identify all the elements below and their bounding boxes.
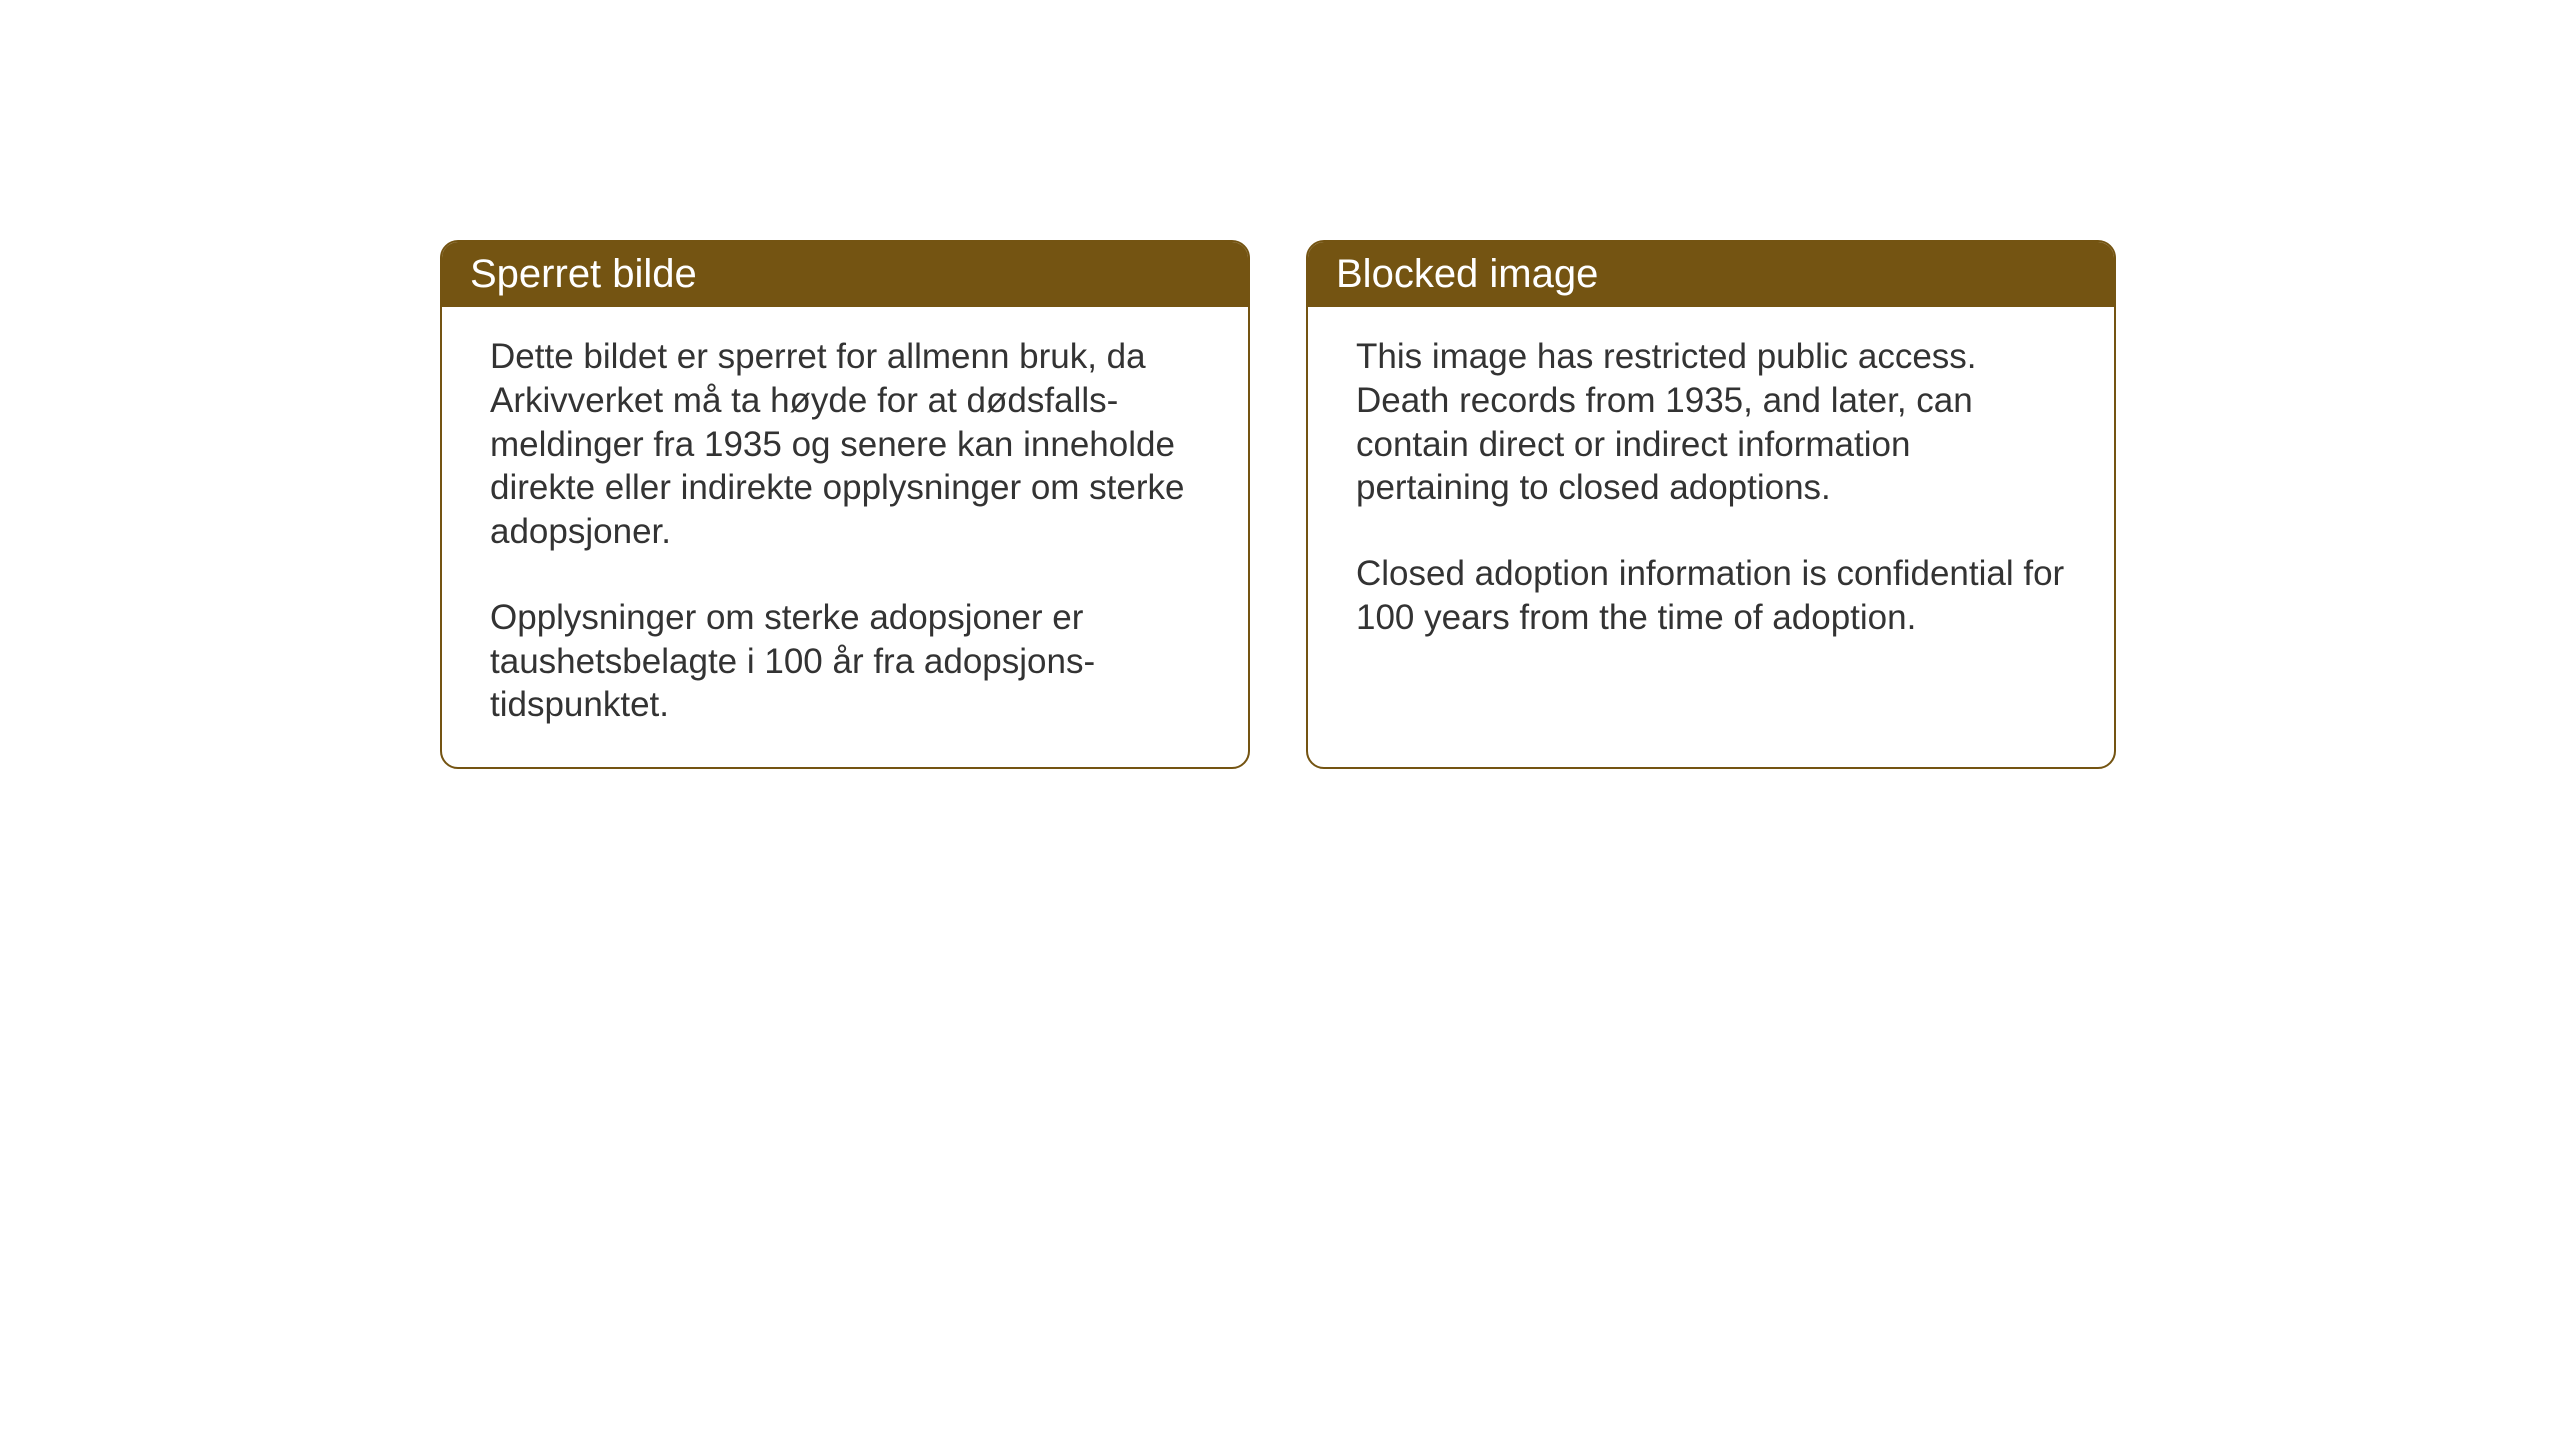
card-header-norwegian: Sperret bilde (442, 242, 1248, 307)
card-header-english: Blocked image (1308, 242, 2114, 307)
card-paragraph-english-2: Closed adoption information is confident… (1356, 552, 2066, 640)
notice-cards-container: Sperret bilde Dette bildet er sperret fo… (440, 240, 2116, 769)
card-body-norwegian: Dette bildet er sperret for allmenn bruk… (442, 307, 1248, 767)
notice-card-norwegian: Sperret bilde Dette bildet er sperret fo… (440, 240, 1250, 769)
card-title-english: Blocked image (1336, 252, 1598, 296)
card-paragraph-norwegian-1: Dette bildet er sperret for allmenn bruk… (490, 335, 1200, 554)
card-paragraph-norwegian-2: Opplysninger om sterke adopsjoner er tau… (490, 596, 1200, 727)
card-body-english: This image has restricted public access.… (1308, 307, 2114, 680)
card-paragraph-english-1: This image has restricted public access.… (1356, 335, 2066, 510)
notice-card-english: Blocked image This image has restricted … (1306, 240, 2116, 769)
card-title-norwegian: Sperret bilde (470, 252, 697, 296)
